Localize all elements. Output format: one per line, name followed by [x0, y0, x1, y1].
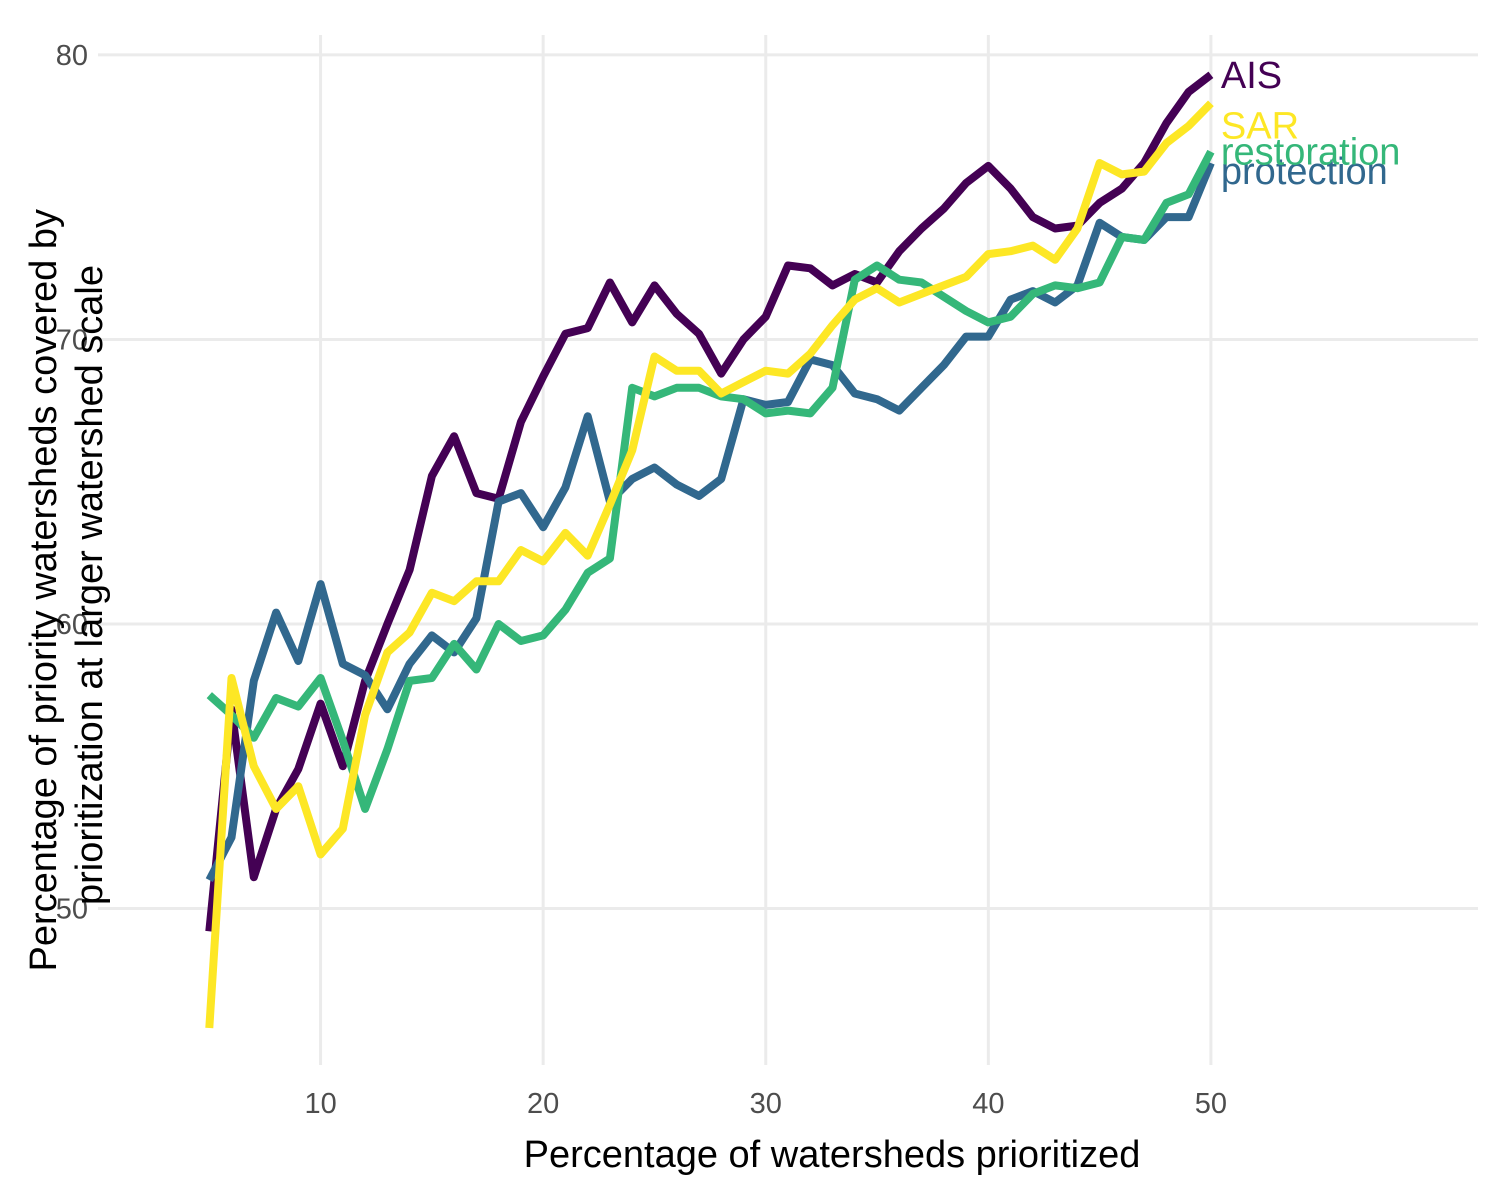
- series-line-restoration: [206, 149, 1215, 813]
- y-tick-label-60: 60: [56, 609, 88, 641]
- y-axis-tick-labels: 50 60 70 80: [56, 40, 88, 926]
- series-lines: [205, 71, 1215, 1029]
- x-axis-tick-labels: 10 20 30 40 50: [304, 1088, 1227, 1120]
- x-tick-label-50: 50: [1195, 1088, 1227, 1120]
- x-axis-title: Percentage of watersheds prioritized: [524, 1134, 1141, 1176]
- x-tick-label-20: 20: [527, 1088, 559, 1120]
- series-label-protection: protection: [1221, 151, 1388, 193]
- x-tick-label-40: 40: [972, 1088, 1004, 1120]
- x-tick-label-30: 30: [750, 1088, 782, 1120]
- x-tick-label-10: 10: [304, 1088, 336, 1120]
- y-axis-title-line-1: Percentage of priority watersheds covere…: [23, 209, 65, 972]
- series-line-ais: [205, 71, 1214, 932]
- series-label-sar: SAR: [1221, 105, 1299, 147]
- series-line-protection: [205, 161, 1215, 882]
- series-line-sar: [205, 100, 1214, 1029]
- y-tick-label-80: 80: [56, 40, 88, 72]
- y-axis-title-line-2: prioritization at larger watershed scale: [69, 265, 111, 905]
- y-axis-title: Percentage of priority watersheds covere…: [23, 198, 111, 971]
- y-tick-label-50: 50: [56, 894, 88, 926]
- y-tick-label-70: 70: [56, 324, 88, 356]
- series-label-ais: AIS: [1221, 55, 1282, 97]
- series-label-restoration: restoration: [1221, 132, 1401, 174]
